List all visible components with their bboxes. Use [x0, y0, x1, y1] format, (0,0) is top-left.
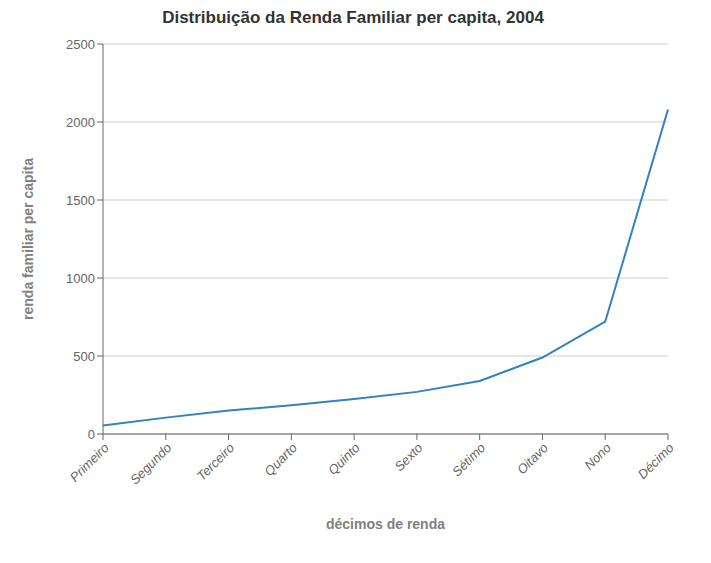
svg-text:Sétimo: Sétimo: [449, 440, 488, 479]
svg-text:renda familiar per capita: renda familiar per capita: [20, 158, 36, 320]
svg-text:1500: 1500: [66, 193, 95, 208]
svg-text:1000: 1000: [66, 271, 95, 286]
svg-text:Segundo: Segundo: [127, 440, 174, 487]
svg-text:décimos de renda: décimos de renda: [326, 516, 445, 532]
svg-text:Décimo: Décimo: [635, 440, 677, 482]
svg-text:Sexto: Sexto: [391, 440, 425, 474]
html-text:Distribuição da Renda Familiar: Distribuição da Renda Familiar per capit…: [162, 8, 544, 27]
svg-text:2000: 2000: [66, 115, 95, 130]
svg-text:Terceiro: Terceiro: [194, 440, 237, 483]
svg-text:500: 500: [73, 349, 95, 364]
svg-text:Nono: Nono: [581, 440, 614, 473]
svg-text:Primeiro: Primeiro: [67, 440, 112, 485]
svg-text:Quinto: Quinto: [325, 440, 363, 478]
svg-text:0: 0: [88, 427, 95, 442]
svg-text:Oitavo: Oitavo: [514, 440, 551, 477]
svg-text:2500: 2500: [66, 37, 95, 52]
svg-text:Quarto: Quarto: [261, 440, 300, 479]
